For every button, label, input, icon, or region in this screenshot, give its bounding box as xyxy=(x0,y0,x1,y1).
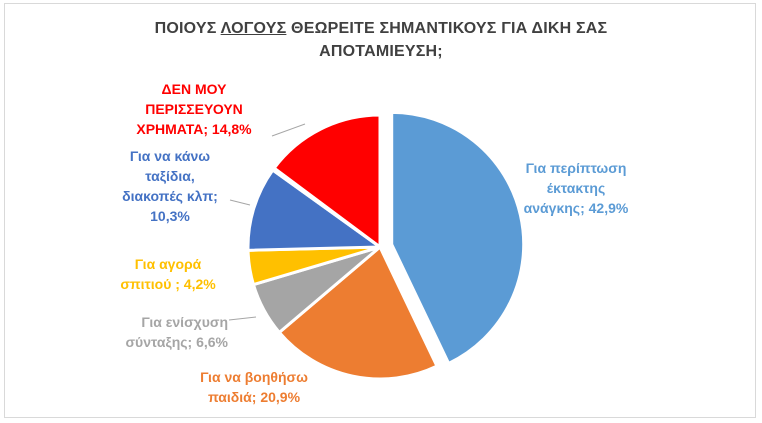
pie-slices xyxy=(246,110,526,381)
label-pension-line-2: σύνταξης; 6,6% xyxy=(125,334,228,350)
label-travel: Για να κάνω ταξίδια, διακοπές κλπ; 10,3% xyxy=(108,146,232,226)
label-children-line-2: παιδιά; 20,9% xyxy=(207,389,301,405)
label-emergency-line-2: έκτακτης xyxy=(546,180,606,196)
label-emergency: Για περίπτωση έκτακτης ανάγκης; 42,9% xyxy=(516,158,636,218)
label-travel-line-1: Για να κάνω xyxy=(129,148,211,164)
chart-title-line-2: ΑΠΟΤΑΜΙΕΥΣΗ; xyxy=(319,43,443,60)
chart-title-part-1: ΠΟΙΟΥΣ xyxy=(154,20,221,37)
label-travel-line-4: 10,3% xyxy=(150,208,190,224)
label-travel-line-3: διακοπές κλπ; xyxy=(122,188,218,204)
chart-title-underlined-word: ΛΟΓΟΥΣ xyxy=(220,20,287,37)
label-no-money-line-3: ΧΡΗΜΑΤΑ; 14,8% xyxy=(136,121,252,137)
label-children-line-1: Για να βοηθήσω xyxy=(200,369,308,385)
label-emergency-line-1: Για περίπτωση xyxy=(525,160,627,176)
chart-title-part-3: ΘΕΩΡΕΙΤΕ ΣΗΜΑΝΤΙΚΟΥΣ ΓΙΑ ΔΙΚΗ ΣΑΣ xyxy=(286,20,608,37)
label-emergency-line-3: ανάγκης; 42,9% xyxy=(523,200,629,216)
leader-line-pension xyxy=(228,316,257,321)
label-house-line-2: σπιτιού ; 4,2% xyxy=(120,276,216,292)
label-no-money: ΔΕΝ ΜΟΥ ΠΕΡΙΣΣΕΥΟΥΝ ΧΡΗΜΑΤΑ; 14,8% xyxy=(112,79,276,139)
chart-title-line-1: ΠΟΙΟΥΣ ΛΟΓΟΥΣ ΘΕΩΡΕΙΤΕ ΣΗΜΑΝΤΙΚΟΥΣ ΓΙΑ Δ… xyxy=(0,20,762,38)
label-no-money-line-1: ΔΕΝ ΜΟΥ xyxy=(161,81,227,97)
label-travel-line-2: ταξίδια, xyxy=(145,168,195,184)
leader-line-no-money xyxy=(271,123,306,137)
leader-line-travel xyxy=(229,199,251,206)
leader-lines xyxy=(228,123,306,321)
label-pension: Για ενίσχυση σύνταξης; 6,6% xyxy=(108,312,228,352)
label-house: Για αγορά σπιτιού ; 4,2% xyxy=(108,254,228,294)
label-children: Για να βοηθήσω παιδιά; 20,9% xyxy=(184,367,324,407)
label-pension-line-1: Για ενίσχυση xyxy=(141,314,228,330)
pie-slice-children xyxy=(277,244,439,381)
pie-slice-no-money xyxy=(272,113,382,250)
label-house-line-1: Για αγορά xyxy=(134,256,202,272)
pie-slice-emergency xyxy=(390,110,526,366)
pie-slice-travel xyxy=(246,167,385,252)
label-no-money-line-2: ΠΕΡΙΣΣΕΥΟΥΝ xyxy=(145,101,243,117)
